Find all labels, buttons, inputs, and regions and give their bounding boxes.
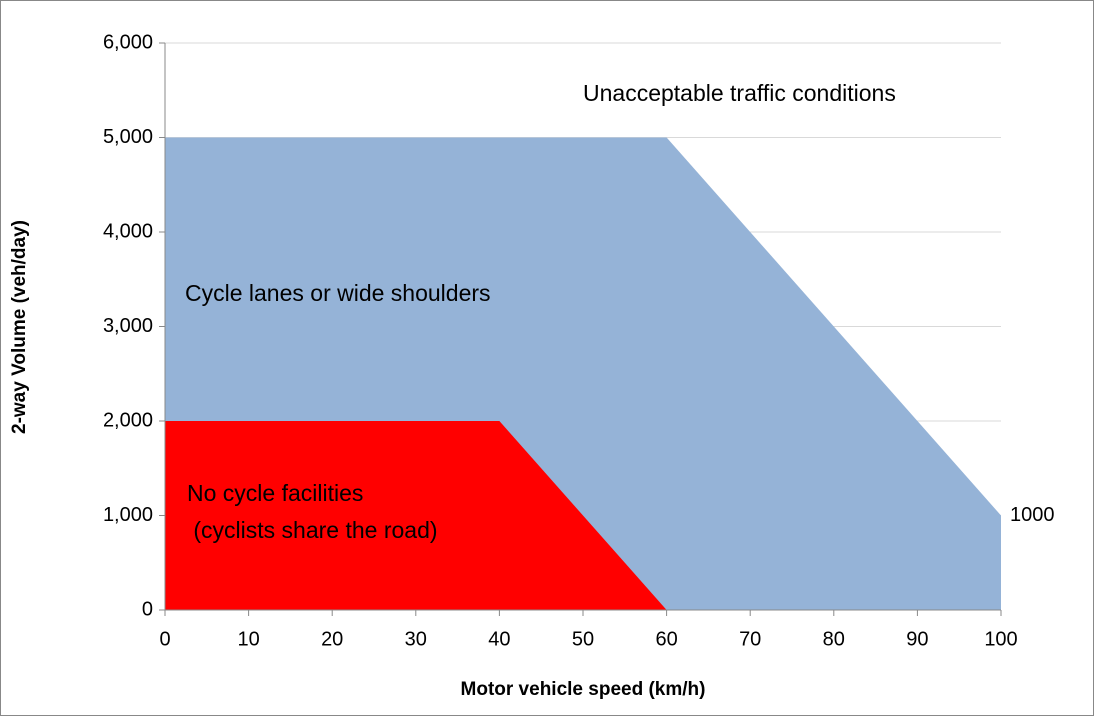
- x-tick-label: 70: [739, 628, 761, 650]
- x-axis-label: Motor vehicle speed (km/h): [461, 679, 706, 700]
- y-tick-label: 3,000: [103, 315, 153, 337]
- annotation: Cycle lanes or wide shoulders: [185, 280, 491, 306]
- y-tick-label: 0: [142, 598, 153, 620]
- x-tick-label: 30: [405, 628, 427, 650]
- area: [165, 421, 667, 610]
- y-tick-label: 5,000: [103, 126, 153, 148]
- x-tick-label: 90: [906, 628, 928, 650]
- x-tick-label: 80: [823, 628, 845, 650]
- annotation: No cycle facilities: [187, 480, 363, 506]
- x-tick-label: 20: [321, 628, 343, 650]
- x-tick-label: 100: [984, 628, 1017, 650]
- y-tick-label: 6,000: [103, 31, 153, 53]
- data-label: 1000: [1010, 504, 1055, 526]
- y-tick-label: 4,000: [103, 220, 153, 242]
- x-tick-label: 0: [159, 628, 170, 650]
- y-axis-label: 2-way Volume (veh/day): [9, 220, 30, 434]
- annotation: (cyclists share the road): [187, 517, 438, 543]
- y-tick-label: 2,000: [103, 409, 153, 431]
- x-tick-label: 50: [572, 628, 594, 650]
- annotation: Unacceptable traffic conditions: [583, 80, 896, 106]
- x-tick-label: 40: [488, 628, 510, 650]
- x-tick-label: 10: [237, 628, 259, 650]
- y-tick-label: 1,000: [103, 504, 153, 526]
- x-tick-label: 60: [655, 628, 677, 650]
